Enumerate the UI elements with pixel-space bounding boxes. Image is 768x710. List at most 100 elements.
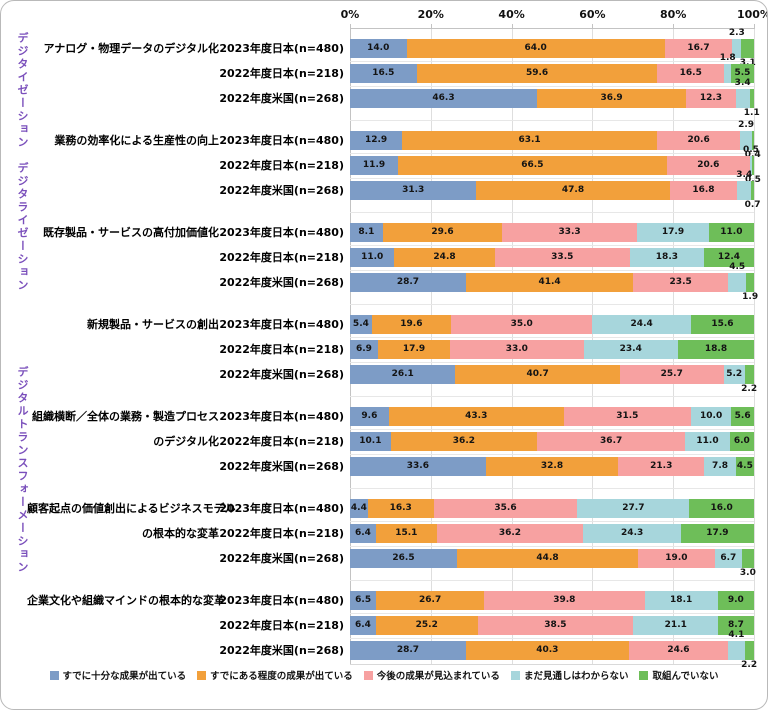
segment-value: 4.1 [728, 630, 745, 640]
stacked-bar: 5.4 19.6 35.0 24.4 15.6 [350, 315, 754, 334]
segment-value: 11.0 [696, 436, 719, 446]
axis-tick-mark [430, 24, 432, 29]
bar-segment: 41.4 [465, 273, 634, 292]
bar-segment: 5.4 [350, 315, 372, 334]
category-group: 新規製品・サービスの創出 2023年度日本(n=480) 5.4 19.6 35.0 24… [27, 315, 757, 397]
row-label: 2022年度米国(n=268) [219, 552, 344, 565]
bar-segment: 11.0 [709, 223, 754, 242]
category-group: 業務の効率化による生産性の向上 2023年度日本(n=480) 12.9 63.1 20… [27, 120, 761, 213]
bar-segment: 2.9 [738, 120, 754, 150]
segment-value: 6.4 [354, 620, 371, 630]
bar-segment: 11.0 [350, 248, 395, 267]
row-label: 2022年度米国(n=268) [219, 92, 344, 105]
stacked-bar: 28.7 41.4 23.5 4.5 1.9 [350, 262, 758, 302]
segment-value: 0.5 [742, 145, 759, 155]
legend-item: まだ見通しはわからない [510, 668, 629, 682]
bar-segment: 3.0 [740, 549, 756, 578]
row-label: 2022年度日本(n=218) [219, 527, 344, 540]
segment-value: 26.7 [419, 595, 442, 605]
category-label: 組織横断／全体の業務・製造プロセス のデジタル化 [27, 404, 219, 476]
segment-value: 23.5 [669, 277, 692, 287]
segment-value: 38.5 [544, 620, 567, 630]
segment-value: 5.4 [352, 319, 369, 329]
segment-value: 24.8 [433, 252, 456, 262]
stacked-bar: 46.3 36.9 12.3 3.4 1.1 [350, 78, 760, 118]
segment-value: 0.4 [744, 150, 761, 160]
bar-segment: 64.0 [406, 39, 665, 58]
segment-value: 17.9 [706, 528, 729, 538]
bar-segment: 17.9 [636, 223, 710, 242]
segment-value: 9.6 [361, 411, 378, 421]
segment-value: 26.5 [392, 553, 415, 563]
segment-value: 1.9 [742, 292, 759, 302]
stacked-bar: 6.4 15.1 36.2 24.3 17.9 [350, 524, 754, 543]
row-label: 2023年度日本(n=480) [219, 410, 344, 423]
category-group: 企業文化や組織マインドの根本的な変革 2023年度日本(n=480) 6.5 26.7… [27, 591, 757, 670]
bar-segment: 63.1 [402, 131, 658, 150]
segment-value: 6.9 [355, 344, 372, 354]
segment-value: 25.7 [660, 369, 683, 379]
bar-segment: 39.8 [484, 591, 645, 610]
bar-segment: 38.5 [477, 616, 634, 635]
segment-value: 5.2 [726, 369, 743, 379]
segment-value: 40.3 [536, 645, 559, 655]
bar-segment: 1.9 [742, 273, 758, 302]
bar-segment: 3.4 [735, 78, 751, 108]
segment-value: 26.1 [391, 369, 414, 379]
bar-segment: 5.2 [723, 365, 745, 384]
category-group: 既存製品・サービスの高付加価値化 2023年度日本(n=480) 8.1 29.6 33… [27, 223, 758, 305]
x-axis-tick-label: 60% [579, 8, 606, 21]
bar-segment: 4.1 [728, 630, 745, 660]
bar-segment: 6.4 [350, 524, 376, 543]
bar-row: 2022年度米国(n=268) 31.3 47.8 16.8 3.4 0.7 [219, 170, 761, 213]
bar-segment: 25.7 [619, 365, 724, 384]
segment-value: 16.0 [710, 503, 733, 513]
segment-value: 33.5 [551, 252, 574, 262]
category-label-line: 顧客起点の価値創出によるビジネスモデル [27, 502, 236, 515]
x-axis-tick-label: 0% [340, 8, 360, 21]
segment-value: 40.7 [526, 369, 549, 379]
segment-value: 16.3 [389, 503, 412, 513]
bar-segment: 24.8 [394, 248, 495, 267]
legend-label: 今後の成果が見込まれている [376, 671, 500, 682]
x-axis-tick-label: 20% [417, 8, 444, 21]
bar-row: 2022年度米国(n=268) 28.7 41.4 23.5 4.5 1.9 [219, 262, 758, 305]
section-label: デジタルトランスフォーメーション [16, 366, 29, 574]
segment-value: 3.1 [739, 58, 756, 68]
bar-segment: 24.3 [583, 524, 682, 543]
bar-segment: 18.8 [678, 340, 754, 359]
bar-segment: 6.7 [714, 549, 742, 568]
bar-segment: 40.3 [465, 641, 629, 660]
category-label-line: 組織横断／全体の業務・製造プロセス [32, 410, 219, 423]
segment-value: 5.6 [734, 411, 751, 421]
segment-value: 12.3 [699, 93, 723, 103]
bar-row: 2022年度米国(n=268) 28.7 40.3 24.6 4.1 2.2 [219, 630, 757, 670]
row-label: 2022年度米国(n=268) [219, 276, 344, 289]
bar-segment: 12.4 [703, 248, 754, 267]
bar-segment: 29.6 [382, 223, 503, 242]
category-label-line: 既存製品・サービスの高付加価値化 [43, 226, 219, 239]
bar-segment: 33.5 [494, 248, 630, 267]
bar-segment: 6.5 [350, 591, 377, 610]
legend-label: まだ見通しはわからない [523, 671, 629, 682]
stacked-bar: 10.1 36.2 36.7 11.0 6.0 [350, 432, 754, 451]
bar-segment: 5.6 [731, 407, 754, 426]
segment-value: 17.9 [661, 227, 685, 237]
category-label-line: の根本的な変革 [142, 527, 219, 540]
segment-value: 21.3 [650, 461, 673, 471]
segment-value: 59.6 [525, 68, 549, 78]
segment-value: 19.6 [400, 319, 423, 329]
bar-segment: 11.9 [350, 156, 399, 175]
legend-item: すでに十分な成果が出ている [49, 668, 186, 682]
axis-tick-mark [592, 24, 594, 29]
segment-value: 36.9 [600, 93, 623, 103]
bar-segment: 0.7 [745, 181, 761, 210]
stacked-bar: 9.6 43.3 31.5 10.0 5.6 [350, 407, 754, 426]
segment-value: 33.3 [558, 227, 581, 237]
row-label: 2023年度日本(n=480) [219, 594, 344, 607]
row-label: 2022年度米国(n=268) [219, 184, 344, 197]
x-axis-tick-label: 100% [737, 8, 768, 21]
segment-value: 41.4 [538, 277, 561, 287]
bar-segment: 8.7 [718, 616, 754, 635]
